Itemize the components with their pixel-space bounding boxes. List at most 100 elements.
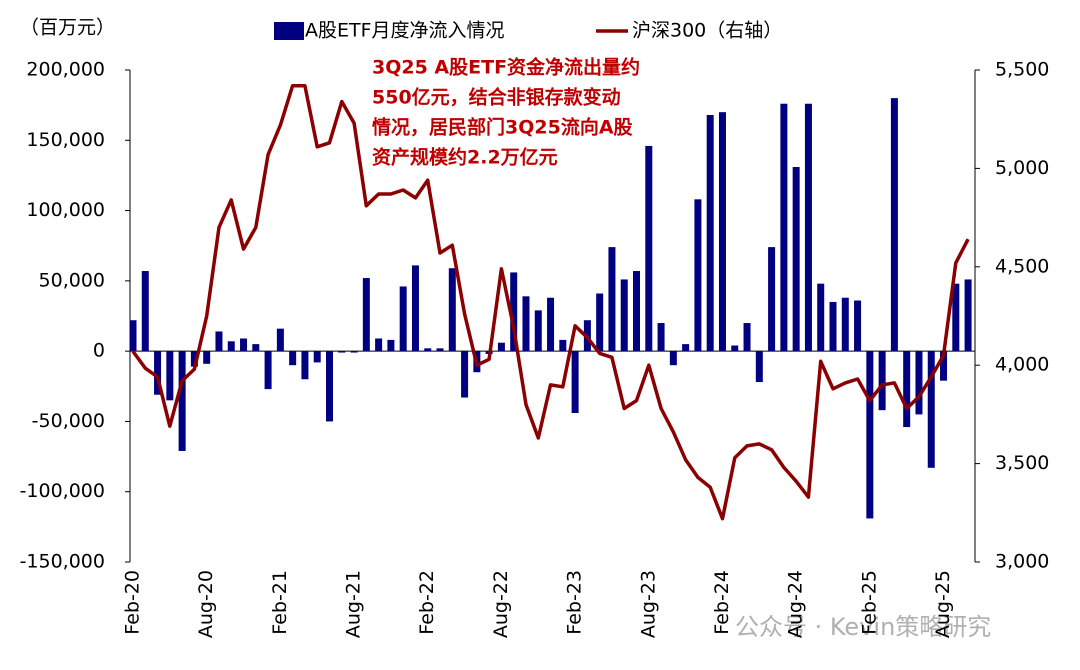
x-tick-label: Feb-24 (711, 570, 733, 635)
bar (620, 279, 628, 352)
x-tick-label: Aug-23 (637, 570, 659, 638)
bar (276, 328, 284, 352)
y2-tick-label: 3,000 (995, 551, 1049, 573)
bar (903, 351, 911, 428)
y2-tick-label: 5,500 (995, 59, 1049, 81)
bar (878, 351, 886, 411)
bar (424, 348, 432, 352)
bar (866, 351, 874, 519)
bar (596, 293, 604, 352)
bar (289, 351, 297, 366)
x-tick-label: Feb-20 (122, 570, 144, 635)
bar (718, 112, 726, 352)
legend-swatch (274, 22, 304, 40)
y-tick-label: -50,000 (32, 410, 105, 432)
bar (682, 344, 690, 352)
bar (559, 339, 567, 352)
bar (387, 339, 395, 352)
bar (755, 351, 763, 383)
bar (804, 103, 812, 352)
bar (927, 351, 935, 468)
y-tick-label: 50,000 (39, 269, 105, 291)
bar (375, 338, 383, 352)
annotation: 550亿元，结合非银存款变动 (372, 86, 621, 109)
bar (952, 283, 960, 352)
x-tick-label: Aug-25 (932, 570, 954, 638)
x-tick-label: Aug-20 (195, 570, 217, 638)
x-tick-label: Aug-24 (785, 570, 807, 638)
bar (203, 351, 211, 364)
bar (227, 341, 235, 352)
bar (829, 301, 837, 352)
x-tick-label: Aug-22 (490, 570, 512, 638)
bar (166, 351, 174, 401)
annotation: 情况，居民部门3Q25流向A股 (372, 116, 633, 139)
bar (411, 265, 419, 352)
line (131, 83, 970, 521)
y2-tick-label: 4,000 (995, 354, 1049, 376)
watermark: 公众号 · Kevin策略研究 (735, 613, 991, 641)
bar (633, 271, 641, 352)
x-tick-label: Feb-23 (564, 570, 586, 635)
bar (915, 351, 923, 415)
bar (645, 145, 653, 352)
bar (497, 342, 505, 352)
bar (264, 351, 272, 390)
bar (694, 199, 702, 352)
bar (325, 351, 333, 422)
bar (141, 271, 149, 352)
y-tick-label: 100,000 (26, 199, 105, 221)
bar (448, 268, 456, 352)
bar (399, 286, 407, 352)
bar (240, 338, 248, 352)
annotation: 3Q25 A股ETF资金净流出量约 (372, 56, 640, 79)
bar (313, 351, 321, 363)
bar (510, 272, 518, 352)
y2-tick-label: 5,000 (995, 157, 1049, 179)
bar (792, 166, 800, 352)
y-tick-label: -150,000 (20, 551, 105, 573)
annotation: 资产规模约2.2万亿元 (372, 146, 558, 169)
bar (743, 323, 751, 352)
bar (178, 351, 186, 451)
bar (436, 348, 444, 352)
bar (731, 345, 739, 352)
y-tick-label: 150,000 (26, 129, 105, 151)
y-tick-label: 0 (93, 340, 105, 362)
bar (338, 351, 346, 353)
bar (252, 344, 260, 352)
y2-tick-label: 3,500 (995, 452, 1049, 474)
bar (461, 351, 469, 398)
bar (768, 247, 776, 352)
bar (190, 351, 198, 367)
y2-tick-label: 4,500 (995, 255, 1049, 277)
bar (964, 279, 972, 352)
bar (669, 351, 677, 366)
x-tick-label: Feb-21 (269, 570, 291, 635)
bar (890, 98, 898, 352)
bar (129, 320, 137, 352)
bar (571, 351, 579, 413)
bar (215, 331, 223, 352)
y-tick-label: -100,000 (20, 480, 105, 502)
bar (547, 297, 555, 352)
bar (534, 310, 542, 352)
bar (350, 351, 358, 353)
bar (817, 283, 825, 352)
bar (940, 351, 948, 381)
bar (522, 296, 530, 352)
legend-label: A股ETF月度净流入情况 (305, 20, 505, 42)
bar (841, 297, 849, 352)
bar (657, 323, 665, 352)
bar (608, 247, 616, 352)
bar (301, 351, 309, 380)
x-tick-label: Feb-22 (416, 570, 438, 635)
bar (854, 300, 862, 352)
bar (154, 351, 162, 395)
y-tick-label: 200,000 (26, 59, 105, 81)
legend-label: 沪深300（右轴） (632, 20, 782, 42)
x-tick-label: Aug-21 (343, 570, 365, 638)
y-axis-label: （百万元） (20, 17, 115, 39)
bar (780, 103, 788, 352)
